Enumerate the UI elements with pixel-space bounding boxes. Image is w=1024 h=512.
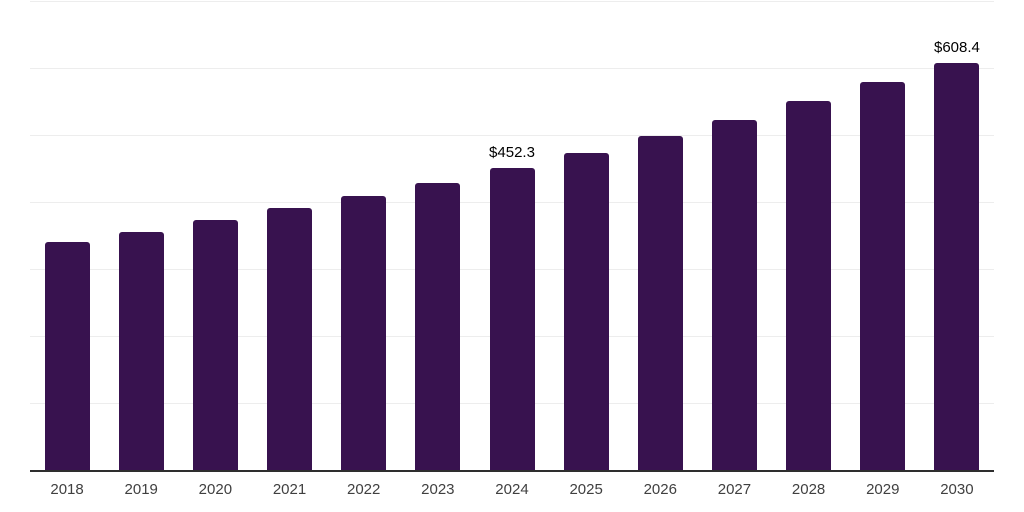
- x-tick-label-2025: 2025: [569, 481, 603, 498]
- x-tick-label-2028: 2028: [791, 481, 826, 498]
- x-tick-label-2022: 2022: [346, 481, 381, 498]
- bar-2025: [563, 152, 609, 471]
- x-tick-label-2020: 2020: [198, 481, 233, 498]
- bar-2024: [489, 167, 535, 471]
- bar-2028: [786, 101, 832, 471]
- bar-2019: [118, 232, 164, 471]
- bar-2030: [934, 63, 980, 471]
- x-tick-label-2018: 2018: [50, 481, 84, 498]
- x-tick-label-2029: 2029: [866, 481, 900, 498]
- bar-2018: [44, 241, 90, 471]
- x-tick-label-2027: 2027: [717, 481, 752, 498]
- plot-area: 2018 2019 2020 2021 2022 2023 $452.3 2024 2025 20…: [30, 1, 994, 498]
- x-tick-label-2023: 2023: [421, 481, 455, 498]
- bar-2020: [192, 220, 238, 471]
- value-label-2030: $608.4: [933, 39, 980, 57]
- gridline-500: [30, 135, 994, 136]
- x-axis-line: [30, 470, 994, 472]
- x-tick-label-2024: 2024: [495, 481, 529, 498]
- bar-2027: [711, 119, 757, 471]
- x-tick-label-2021: 2021: [272, 481, 307, 498]
- x-tick-label-2026: 2026: [643, 481, 677, 498]
- bar-2022: [341, 195, 387, 471]
- bar-2021: [267, 208, 313, 471]
- gridline-600: [30, 68, 994, 69]
- bar-2026: [637, 136, 683, 471]
- x-tick-label-2030: 2030: [940, 481, 974, 498]
- value-label-2024: $452.3: [489, 143, 535, 161]
- bar-2023: [415, 182, 461, 471]
- gridline-700: [30, 1, 994, 2]
- x-tick-label-2019: 2019: [124, 481, 158, 498]
- bar-2029: [860, 82, 906, 471]
